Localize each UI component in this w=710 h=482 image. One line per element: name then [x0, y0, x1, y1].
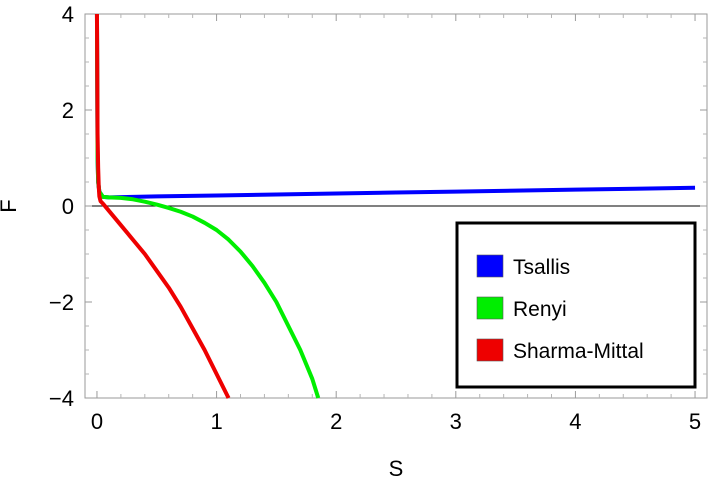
- y-axis-ticks: −4 −2 0 2 4: [49, 2, 707, 411]
- legend-swatch: [476, 296, 504, 320]
- legend-label: Sharma-Mittal: [513, 340, 644, 363]
- x-tick-label: 3: [450, 409, 462, 434]
- x-tick-label: 0: [91, 409, 103, 434]
- legend-swatch: [476, 338, 504, 362]
- y-tick-label: 2: [62, 98, 74, 123]
- x-axis-ticks: 0 1 2 3 4 5: [91, 14, 701, 434]
- legend-swatch: [476, 254, 504, 278]
- y-tick-label: 4: [62, 2, 74, 27]
- x-tick-label: 2: [330, 409, 342, 434]
- x-tick-label: 5: [689, 409, 701, 434]
- x-axis-label: S: [389, 456, 404, 481]
- y-tick-label: −4: [49, 386, 74, 411]
- series-line-renyi: [94, 13, 321, 399]
- series-line-tsallis: [94, 13, 696, 200]
- y-tick-label: 0: [62, 194, 74, 219]
- y-axis-label: F: [0, 199, 21, 212]
- legend-label: Renyi: [513, 298, 567, 321]
- y-tick-label: −2: [49, 290, 74, 315]
- x-tick-label: 4: [569, 409, 581, 434]
- legend-label: Tsallis: [513, 256, 570, 279]
- series-lines: [94, 13, 696, 399]
- x-tick-label: 1: [210, 409, 222, 434]
- series-line-sharma-mittal: [94, 13, 231, 399]
- legend: Tsallis Renyi Sharma-Mittal: [455, 221, 697, 389]
